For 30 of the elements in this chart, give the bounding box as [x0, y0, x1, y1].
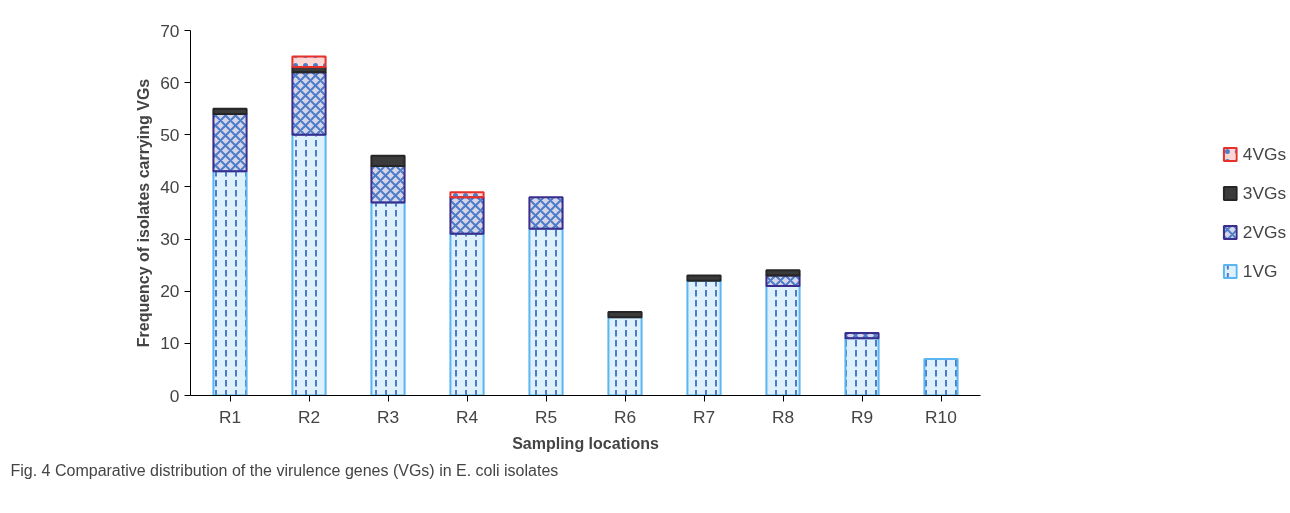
y-axis-title: Frequency of isolates carrying VGs	[135, 78, 153, 348]
x-tick-label: R4	[455, 406, 479, 427]
bar	[607, 311, 643, 319]
x-tick-label: R7	[692, 406, 716, 427]
x-tick-label: R2	[297, 406, 321, 427]
y-tick-label: 0	[169, 385, 180, 406]
y-tick-label: 60	[160, 72, 180, 93]
bar	[765, 269, 801, 277]
legend-label: 3VGs	[1242, 182, 1287, 204]
caption: Fig. 4 Comparative distribution of the virulence genes (VGs) in E. coli isolates	[10, 461, 559, 479]
y-tick-label: 10	[160, 333, 180, 354]
bar	[212, 107, 248, 115]
legend-label: 4VGs	[1242, 143, 1287, 165]
x-tick-label: R9	[850, 406, 874, 427]
legend-label: 2VGs	[1242, 221, 1287, 243]
y-tick-label: 50	[160, 124, 180, 145]
bar	[686, 274, 722, 282]
x-tick-label: R8	[771, 406, 795, 427]
x-tick-label: R10	[925, 406, 957, 427]
bar	[370, 154, 406, 168]
x-tick-label: R1	[218, 406, 242, 427]
x-tick-label: R6	[613, 406, 637, 427]
x-tick-label: R3	[376, 406, 400, 427]
y-tick-label: 30	[160, 229, 180, 250]
x-axis-title: Sampling locations	[512, 434, 659, 452]
y-tick-label: 40	[160, 176, 180, 197]
x-tick-label: R5	[534, 406, 558, 427]
y-tick-label: 70	[160, 20, 180, 41]
legend-label: 1VG	[1242, 260, 1278, 282]
y-tick-label: 20	[160, 281, 180, 302]
